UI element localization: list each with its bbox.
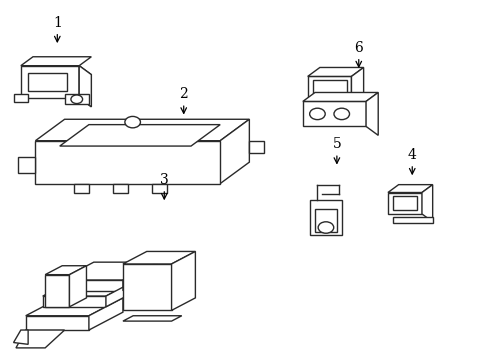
Polygon shape: [35, 141, 220, 184]
Circle shape: [318, 222, 333, 233]
Text: 1: 1: [53, 16, 61, 30]
Polygon shape: [35, 119, 249, 141]
Polygon shape: [45, 266, 86, 275]
Polygon shape: [220, 119, 249, 184]
Polygon shape: [122, 251, 195, 264]
Polygon shape: [122, 262, 157, 291]
Polygon shape: [64, 94, 89, 104]
Polygon shape: [113, 184, 127, 193]
Polygon shape: [312, 80, 346, 98]
Polygon shape: [307, 76, 351, 102]
Polygon shape: [122, 264, 171, 310]
Polygon shape: [45, 275, 69, 307]
Polygon shape: [309, 200, 341, 235]
Polygon shape: [249, 141, 264, 153]
Text: 5: 5: [332, 138, 341, 152]
Polygon shape: [89, 298, 122, 330]
Polygon shape: [421, 185, 432, 222]
Circle shape: [124, 116, 140, 128]
Polygon shape: [21, 57, 91, 66]
Polygon shape: [351, 67, 363, 111]
Polygon shape: [79, 66, 91, 107]
Polygon shape: [60, 125, 220, 146]
Polygon shape: [60, 262, 157, 280]
Text: 6: 6: [354, 41, 363, 55]
Polygon shape: [392, 217, 432, 223]
Polygon shape: [152, 184, 166, 193]
Circle shape: [71, 95, 82, 104]
Polygon shape: [79, 66, 91, 107]
Circle shape: [333, 108, 349, 120]
Polygon shape: [21, 66, 79, 98]
Polygon shape: [69, 266, 86, 307]
Circle shape: [309, 108, 325, 120]
Polygon shape: [302, 102, 366, 126]
Polygon shape: [387, 193, 421, 214]
Polygon shape: [60, 280, 122, 291]
Polygon shape: [26, 316, 89, 330]
Polygon shape: [26, 298, 122, 316]
Polygon shape: [307, 67, 363, 76]
Polygon shape: [16, 330, 64, 348]
Polygon shape: [42, 278, 140, 296]
Polygon shape: [74, 184, 89, 193]
Polygon shape: [122, 316, 182, 321]
Polygon shape: [19, 157, 35, 173]
Text: 2: 2: [179, 87, 188, 102]
Polygon shape: [106, 278, 140, 307]
Polygon shape: [387, 185, 432, 193]
Polygon shape: [28, 73, 67, 91]
Polygon shape: [392, 196, 416, 210]
Polygon shape: [14, 94, 28, 102]
Polygon shape: [314, 208, 336, 232]
Polygon shape: [302, 93, 377, 102]
Polygon shape: [14, 330, 28, 344]
Text: 3: 3: [160, 173, 168, 187]
Text: 4: 4: [407, 148, 416, 162]
Polygon shape: [366, 93, 377, 135]
Polygon shape: [42, 296, 106, 307]
Polygon shape: [171, 251, 195, 310]
